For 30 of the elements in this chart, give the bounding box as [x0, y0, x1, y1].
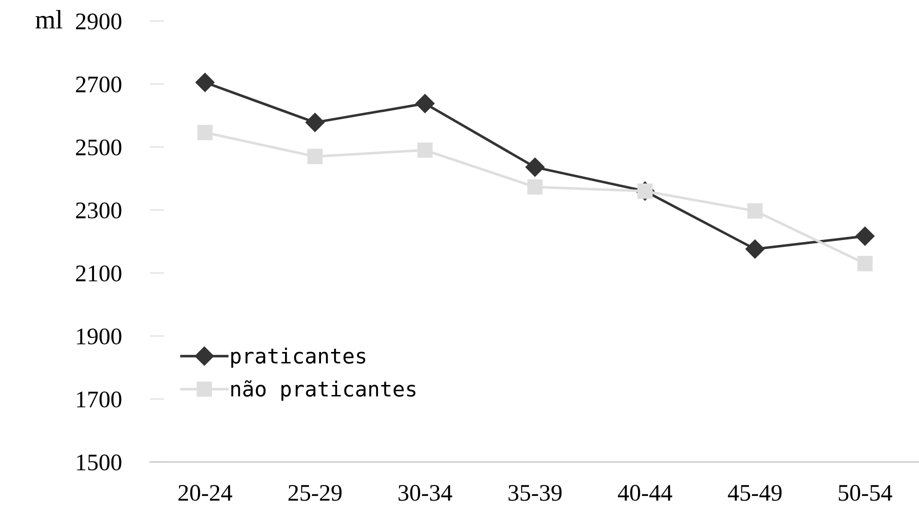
y-tick-label: 1900 [77, 328, 122, 344]
point [525, 158, 545, 177]
x-tick-label: 25-29 [288, 484, 342, 501]
y-tick-label: 2100 [76, 265, 122, 282]
x-tick-label: 30-34 [398, 484, 452, 501]
point [305, 112, 325, 132]
point [417, 142, 433, 158]
point [415, 94, 435, 114]
y-tick-label: 2500 [76, 139, 122, 156]
x-tick-label: 40-44 [618, 484, 672, 501]
y-tick-label: 1700 [77, 391, 122, 408]
point [527, 179, 543, 195]
y-tick-label: 2900 [76, 13, 122, 30]
point [855, 226, 875, 246]
y-tick-label: 1500 [77, 454, 122, 470]
point [745, 240, 765, 259]
y-tick-label: 2300 [76, 202, 122, 218]
y-tick-label: 2700 [76, 76, 122, 92]
point [747, 203, 763, 219]
x-tick-label: 35-39 [508, 484, 562, 501]
legend-label: praticantes [231, 348, 366, 368]
point [197, 124, 213, 140]
point [307, 148, 323, 164]
point [857, 256, 873, 272]
legend-label: não praticantes [231, 380, 416, 401]
x-tick-label: 50-54 [838, 484, 892, 501]
x-tick-label: 20-24 [178, 484, 232, 501]
point [195, 72, 215, 92]
x-tick-label: 45-49 [728, 484, 782, 501]
y-axis-title: ml [36, 10, 62, 28]
